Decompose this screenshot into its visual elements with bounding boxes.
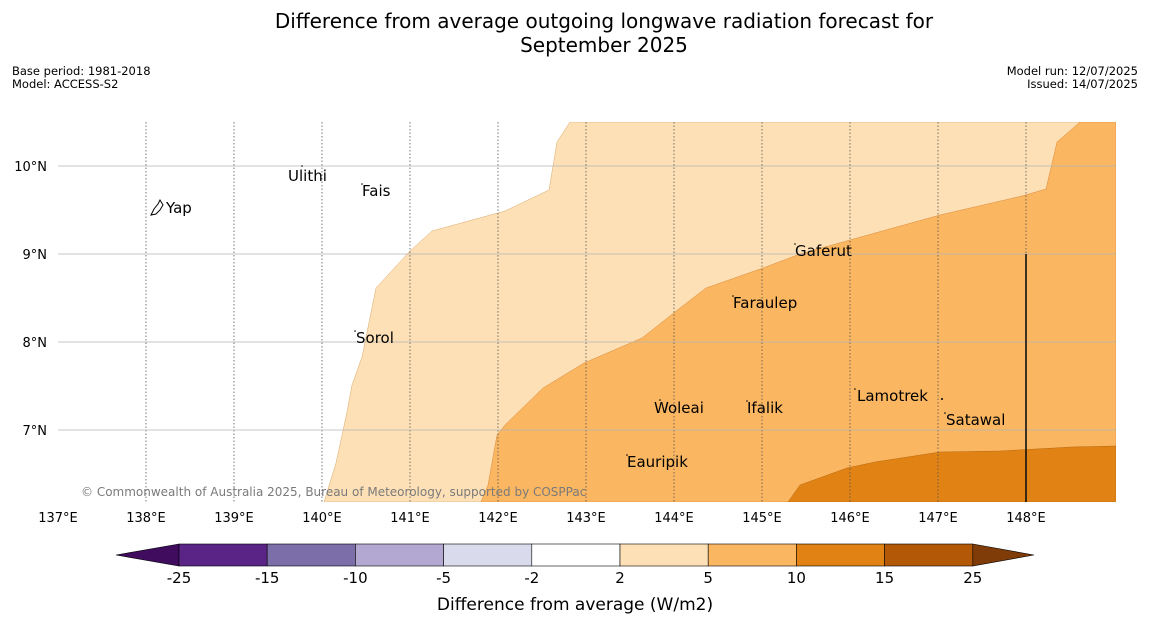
x-tick-label: 137°E (38, 511, 78, 526)
place-label-ifalik: Ifalik (747, 399, 783, 417)
y-tick-label: 8°N (23, 336, 48, 351)
colorbar-segment (266, 543, 356, 567)
yap-island-shape (150, 198, 164, 216)
colorbar-tick-label: 2 (615, 569, 625, 587)
x-tick-label: 142°E (478, 511, 518, 526)
copyright-notice: © Commonwealth of Australia 2025, Bureau… (81, 485, 586, 499)
place-label-fais: Fais (362, 182, 391, 200)
meta-left: Base period: 1981-2018 Model: ACCESS-S2 (12, 65, 151, 91)
y-tick-label: 7°N (23, 424, 48, 439)
colorbar-segment (355, 543, 444, 567)
atoll-markers (301, 165, 946, 456)
colorbar-tick-label: -2 (524, 569, 539, 587)
place-label-yap: Yap (165, 199, 192, 217)
map-area: Yap Ulithi Fais Gaferut Faraulep Sorol W… (58, 122, 1116, 502)
model-run: Model run: 12/07/2025 (1006, 64, 1138, 78)
anomaly-region-10-15 (787, 445, 1116, 502)
colorbar-tick-label: -15 (255, 569, 280, 587)
x-tick-label: 143°E (566, 511, 606, 526)
colorbar-segment (443, 543, 533, 567)
colorbar (115, 543, 1035, 567)
colorbar-ticks: -25 -15 -10 -5 -2 2 5 10 15 25 (167, 569, 983, 587)
colorbar-segment (884, 543, 974, 567)
model-name: Model: ACCESS-S2 (12, 77, 119, 91)
colorbar-tick-label: -10 (343, 569, 368, 587)
x-tick-label: 139°E (214, 511, 254, 526)
place-label-satawal: Satawal (946, 411, 1005, 429)
colorbar-extend-high (972, 543, 1035, 567)
colorbar-tick-label: -25 (167, 569, 192, 587)
y-tick-label: 9°N (23, 248, 48, 263)
colorbar-tick-label: 5 (703, 569, 713, 587)
x-tick-label: 145°E (742, 511, 782, 526)
x-tick-label: 141°E (390, 511, 430, 526)
place-label-lamotrek: Lamotrek (857, 387, 928, 405)
place-label-sorol: Sorol (356, 329, 394, 347)
x-tick-label: 140°E (302, 511, 342, 526)
colorbar-extend-low (115, 543, 180, 567)
y-axis: 10°N 9°N 8°N 7°N (14, 160, 47, 439)
colorbar-segment (531, 543, 621, 567)
meta-right: Model run: 12/07/2025 Issued: 14/07/2025 (1007, 65, 1138, 91)
x-axis: 137°E 138°E 139°E 140°E 141°E 142°E 143°… (38, 511, 1046, 526)
colorbar-segment (796, 543, 885, 567)
colorbar-segment (178, 543, 268, 567)
x-tick-label: 147°E (918, 511, 958, 526)
colorbar-segment (619, 543, 709, 567)
anomaly-region-5-10 (480, 122, 1116, 502)
latitude-gridlines (58, 165, 1116, 431)
place-label-ulithi: Ulithi (288, 167, 327, 185)
colorbar-tick-label: 15 (875, 569, 894, 587)
place-label-eauripik: Eauripik (627, 453, 688, 471)
y-tick-label: 10°N (14, 160, 47, 175)
x-tick-label: 144°E (654, 511, 694, 526)
map-title: Difference from average outgoing longwav… (274, 9, 934, 57)
x-tick-label: 146°E (830, 511, 870, 526)
base-period: Base period: 1981-2018 (12, 64, 151, 78)
colorbar-label: Difference from average (W/m2) (437, 595, 713, 615)
place-label-faraulep: Faraulep (733, 294, 797, 312)
x-tick-label: 138°E (126, 511, 166, 526)
colorbar-segment (707, 543, 797, 567)
x-tick-label: 148°E (1006, 511, 1046, 526)
issued-date: Issued: 14/07/2025 (1027, 77, 1138, 91)
colorbar-tick-label: 10 (787, 569, 806, 587)
place-label-gaferut: Gaferut (795, 242, 852, 260)
place-label-woleai: Woleai (654, 399, 704, 417)
colorbar-tick-label: -5 (436, 569, 451, 587)
colorbar-tick-label: 25 (963, 569, 982, 587)
